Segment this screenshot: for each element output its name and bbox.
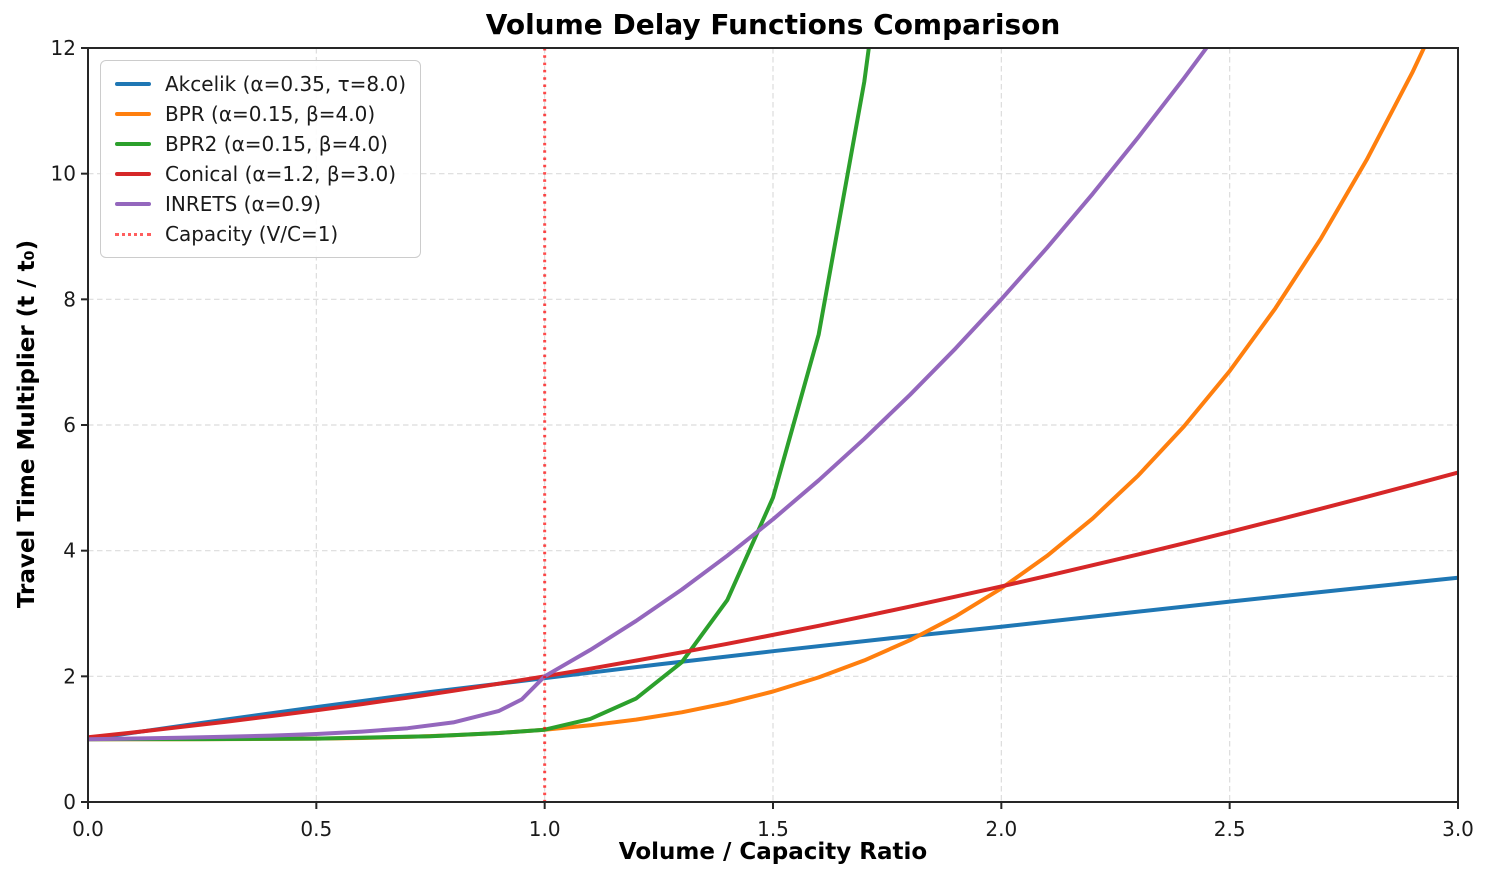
x-tick-label: 2.5	[1214, 817, 1246, 841]
legend-item-bpr2: BPR2 (α=0.15, β=4.0)	[115, 129, 406, 159]
x-tick-label: 1.5	[757, 817, 789, 841]
x-tick-label: 2.0	[985, 817, 1017, 841]
x-tick-label: 0.5	[300, 817, 332, 841]
legend-swatch-capacity	[115, 232, 151, 236]
series-line-bpr2	[88, 48, 871, 742]
legend-swatch-bpr2	[115, 142, 151, 146]
y-tick-label: 6	[63, 413, 76, 437]
legend-swatch-conical	[115, 172, 151, 176]
legend-item-capacity: Capacity (V/C=1)	[115, 219, 406, 249]
y-tick-label: 0	[63, 790, 76, 814]
y-tick-label: 2	[63, 664, 76, 688]
legend-item-akcelik: Akcelik (α=0.35, τ=8.0)	[115, 69, 406, 99]
legend-swatch-akcelik	[115, 82, 151, 86]
legend-label-akcelik: Akcelik (α=0.35, τ=8.0)	[165, 72, 407, 96]
legend-label-capacity: Capacity (V/C=1)	[165, 222, 339, 246]
y-tick-label: 10	[51, 162, 76, 186]
legend-item-conical: Conical (α=1.2, β=3.0)	[115, 159, 406, 189]
y-axis-label: Travel Time Multiplier (t / t₀)	[14, 239, 40, 609]
legend-item-inrets: INRETS (α=0.9)	[115, 189, 406, 219]
series-line-inrets	[88, 48, 1209, 742]
x-tick-label: 1.0	[529, 817, 561, 841]
legend-item-bpr: BPR (α=0.15, β=4.0)	[115, 99, 406, 129]
legend-label-bpr: BPR (α=0.15, β=4.0)	[165, 102, 376, 126]
y-tick-label: 12	[51, 36, 76, 60]
x-tick-label: 0.0	[72, 817, 104, 841]
legend-label-bpr2: BPR2 (α=0.15, β=4.0)	[165, 132, 388, 156]
x-tick-label: 3.0	[1442, 817, 1474, 841]
x-axis-label: Volume / Capacity Ratio	[618, 839, 928, 865]
series-line-conical	[88, 470, 1458, 740]
legend-swatch-inrets	[115, 202, 151, 206]
chart-title: Volume Delay Functions Comparison	[485, 8, 1061, 41]
legend-swatch-bpr	[115, 112, 151, 116]
legend: Akcelik (α=0.35, τ=8.0) BPR (α=0.15, β=4.…	[100, 60, 422, 258]
y-tick-label: 4	[63, 539, 76, 563]
series-line-akcelik	[88, 575, 1458, 742]
legend-label-conical: Conical (α=1.2, β=3.0)	[165, 162, 396, 186]
tick-labels: 0.0 0.5 1.0 1.5 2.0 2.5 3.0 0 2 4 6 8 10 12	[51, 36, 1474, 841]
y-tick-label: 8	[63, 287, 76, 311]
tick-marks	[81, 47, 1459, 809]
legend-label-inrets: INRETS (α=0.9)	[165, 192, 322, 216]
